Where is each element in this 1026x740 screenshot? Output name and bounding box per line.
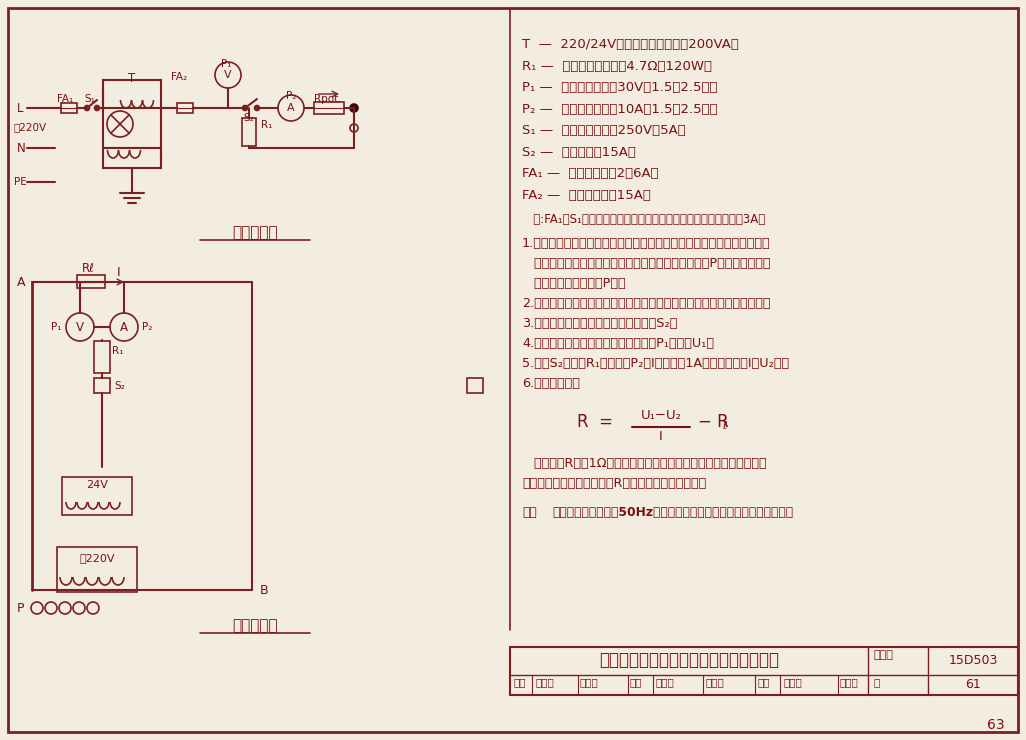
Bar	[314, 102, 344, 114]
Text: 校对: 校对	[630, 677, 642, 687]
Text: 测量电路图: 测量电路图	[232, 225, 278, 240]
Text: 黄友根: 黄友根	[655, 677, 674, 687]
Text: R  =: R =	[577, 412, 613, 431]
Bar	[61, 103, 77, 113]
Text: 注:FA₁和S₁可合用一台两极小型电磁式断路器，脱扣器额定电流3A。: 注:FA₁和S₁可合用一台两极小型电磁式断路器，脱扣器额定电流3A。	[522, 213, 765, 226]
Text: 胡刻辉: 胡刻辉	[536, 677, 555, 687]
Text: 4.合上变压器一次侧电源后，从电压表P₁上读取U₁。: 4.合上变压器一次侧电源后，从电压表P₁上读取U₁。	[522, 337, 714, 349]
Text: 1.在建筑物的底部（无地下室时为一层，有地下室时为地下室或一层），: 1.在建筑物的底部（无地下室时为一层，有地下室时为地下室或一层），	[522, 237, 771, 249]
Text: B: B	[260, 584, 269, 596]
Text: R₁: R₁	[261, 120, 272, 130]
Text: 63: 63	[987, 718, 1005, 732]
Text: 15D503: 15D503	[948, 654, 997, 667]
Text: A: A	[17, 275, 26, 289]
Text: P₁: P₁	[51, 322, 62, 332]
Circle shape	[84, 106, 89, 110]
Text: 2.在建筑物的最上部，将测量导线连接到钢筋上的预埋件或引出导体上。: 2.在建筑物的最上部，将测量导线连接到钢筋上的预埋件或引出导体上。	[522, 297, 771, 309]
Text: 将测量导线连接到钢筋上的预埋件；当等电位连接带P与建筑物钢筋有: 将测量导线连接到钢筋上的预埋件；当等电位连接带P与建筑物钢筋有	[522, 257, 771, 269]
Text: R₁: R₁	[112, 346, 123, 356]
Text: A: A	[120, 320, 128, 334]
Text: I: I	[117, 266, 121, 279]
Text: S₂ —  按钮开关，15A；: S₂ — 按钮开关，15A；	[522, 146, 636, 158]
Text: 5.合上S₂，调节R₁使电流表P₂，I的读数为1A左右，并读取I和U₂值。: 5.合上S₂，调节R₁使电流表P₂，I的读数为1A左右，并读取I和U₂值。	[522, 357, 789, 369]
Text: R₁ —  可变线绕电阻器，4.7Ω，120W；: R₁ — 可变线绕电阻器，4.7Ω，120W；	[522, 59, 712, 73]
Text: 对已建成建筑物测量其钢筋体电阻的方法: 对已建成建筑物测量其钢筋体电阻的方法	[599, 651, 779, 669]
Text: FA₂: FA₂	[171, 72, 187, 82]
Text: 图集号: 图集号	[873, 650, 893, 660]
Text: 3.将串入的线绕电阻调至最大值，断开S₂。: 3.将串入的线绕电阻调至最大值，断开S₂。	[522, 317, 677, 329]
Text: FA₁ —  熔断器，熔片2～6A；: FA₁ — 熔断器，熔片2～6A；	[522, 167, 659, 180]
Text: 计算出的R值为1Ω左右时，则满足要求，这时，可利用已建成的建: 计算出的R值为1Ω左右时，则满足要求，这时，可利用已建成的建	[522, 457, 766, 469]
Text: ～220V: ～220V	[79, 553, 115, 563]
Circle shape	[350, 124, 358, 132]
Bar	[467, 378, 483, 393]
Circle shape	[94, 106, 100, 110]
Text: P: P	[17, 602, 25, 614]
Text: P₂ —  电磁式电流表，10A，1.5或2.5级；: P₂ — 电磁式电流表，10A，1.5或2.5级；	[522, 103, 717, 115]
Bar	[103, 80, 161, 168]
Text: P₂: P₂	[142, 322, 153, 332]
Text: T  —  220/24V短路安全型变压器，200VA；: T — 220/24V短路安全型变压器，200VA；	[522, 38, 739, 51]
Text: 测量接线图: 测量接线图	[232, 618, 278, 633]
Text: S₁: S₁	[84, 94, 94, 104]
Circle shape	[242, 106, 247, 110]
Text: S₂: S₂	[243, 113, 253, 123]
Circle shape	[254, 106, 260, 110]
Text: L: L	[17, 101, 24, 115]
Text: 筑物钢筋体作为防雷装置（R为测量连接线的电阻）。: 筑物钢筋体作为防雷装置（R为测量连接线的电阻）。	[522, 477, 706, 489]
Text: N: N	[17, 141, 26, 155]
Text: FA₂ —  熔断器，熔片15A。: FA₂ — 熔断器，熔片15A。	[522, 189, 650, 201]
Text: ～220V: ～220V	[13, 122, 46, 132]
Text: 6.当按计算式：: 6.当按计算式：	[522, 377, 580, 389]
Text: Rpot.: Rpot.	[314, 94, 342, 104]
Text: 61: 61	[965, 679, 981, 691]
Text: PE: PE	[14, 177, 27, 187]
Text: 连接时，也可连接到P上。: 连接时，也可连接到P上。	[522, 277, 626, 289]
Bar	[242, 118, 256, 146]
Text: S₁ —  两板转换开关，250V，5A；: S₁ — 两板转换开关，250V，5A；	[522, 124, 685, 137]
Bar	[57, 547, 137, 592]
Text: T: T	[128, 72, 135, 85]
Text: 林维勇: 林维勇	[840, 677, 859, 687]
Text: U₁−U₂: U₁−U₂	[640, 408, 681, 422]
Text: P₁ —  电磁式电压表，30V，1.5或2.5级；: P₁ — 电磁式电压表，30V，1.5或2.5级；	[522, 81, 717, 94]
Text: 注：: 注：	[522, 506, 537, 519]
Bar	[77, 275, 105, 288]
Bar	[94, 378, 110, 393]
Text: 页: 页	[873, 677, 879, 687]
Circle shape	[350, 104, 358, 112]
Text: S₂: S₂	[114, 381, 125, 391]
Text: V: V	[225, 70, 232, 80]
Text: 林维勇: 林维勇	[783, 677, 801, 687]
Text: 24V: 24V	[86, 480, 108, 490]
Text: 童立孔: 童立孔	[705, 677, 723, 687]
Text: − R: − R	[698, 412, 728, 431]
Bar	[94, 341, 110, 373]
Text: 审核: 审核	[513, 677, 525, 687]
Text: P₁: P₁	[221, 59, 231, 69]
Text: 设计: 设计	[758, 677, 771, 687]
Text: P₂: P₂	[286, 91, 297, 101]
Text: V: V	[76, 320, 84, 334]
Text: ℓ: ℓ	[722, 420, 726, 431]
Bar	[62, 477, 132, 515]
Text: FA₁: FA₁	[57, 94, 73, 104]
Text: A: A	[287, 103, 294, 113]
Text: 江文峰: 江文峰	[580, 677, 599, 687]
Text: 测量电路也可用于对50Hz人身安全等电位连接是否满足要求的测量。: 测量电路也可用于对50Hz人身安全等电位连接是否满足要求的测量。	[552, 506, 793, 519]
Text: Rℓ: Rℓ	[82, 262, 95, 275]
Text: I: I	[659, 429, 663, 443]
Bar	[177, 103, 193, 113]
